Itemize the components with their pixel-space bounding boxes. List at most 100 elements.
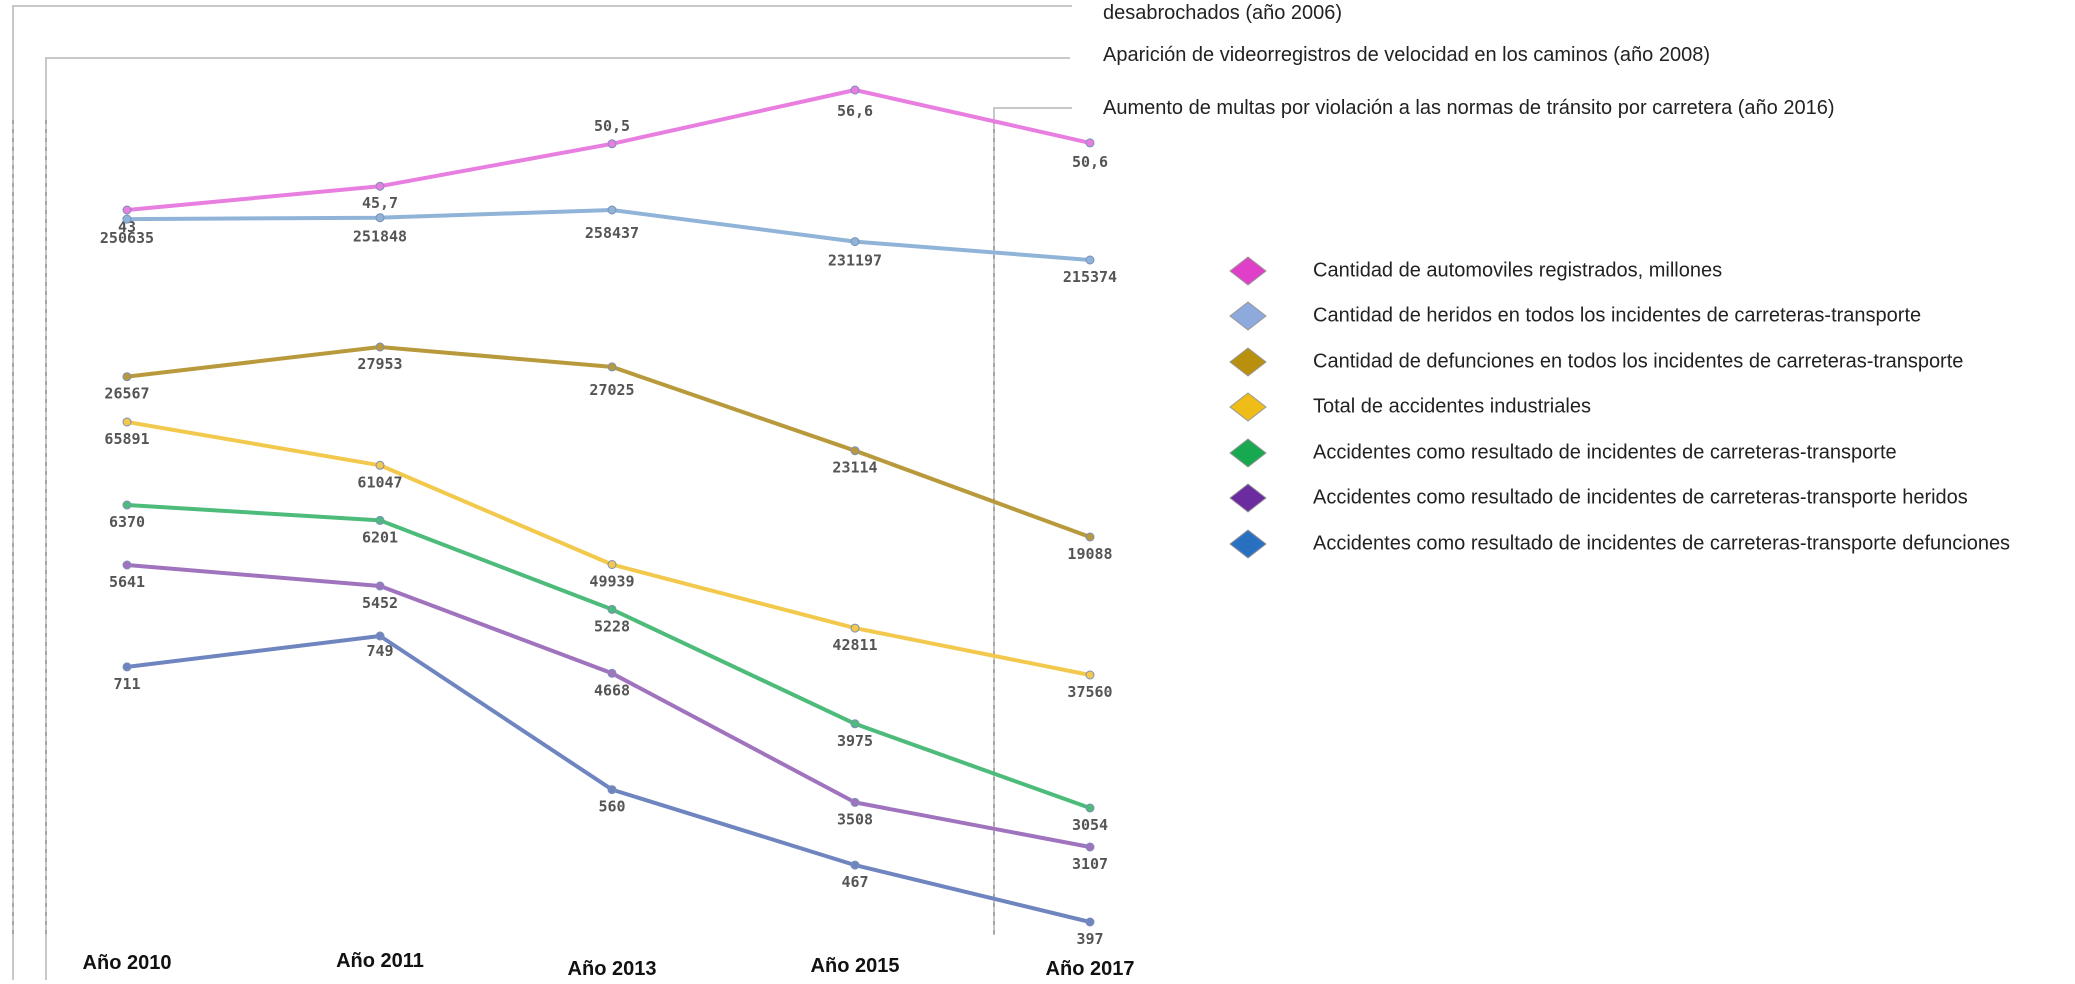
- annotation-line-2006: [12, 5, 1072, 980]
- data-point: [1085, 803, 1095, 813]
- data-label: 250635: [100, 229, 154, 247]
- data-point: [607, 785, 617, 795]
- x-tick-label: Año 2015: [810, 955, 900, 977]
- data-label: 26567: [104, 385, 149, 403]
- data-point: [607, 205, 617, 215]
- data-label: 6370: [109, 513, 145, 531]
- legend-label: Cantidad de automoviles registrados, mil…: [1313, 259, 1723, 282]
- legend-swatch: [1229, 301, 1267, 331]
- annotation-2016: Aumento de multas por violación a las no…: [1103, 97, 1835, 119]
- data-point: [607, 362, 617, 372]
- legend-label: Accidentes como resultado de incidentes …: [1313, 441, 1897, 464]
- x-tick-label: Año 2011: [336, 950, 424, 972]
- data-label: 467: [841, 873, 868, 891]
- data-point: [375, 581, 385, 591]
- legend-label: Accidentes como resultado de incidentes …: [1313, 532, 2011, 555]
- data-label: 27025: [589, 381, 634, 399]
- data-point: [850, 85, 860, 95]
- data-label: 258437: [585, 224, 639, 242]
- data-point: [122, 205, 132, 215]
- annotation-line-2008: [45, 57, 1070, 980]
- data-point: [850, 860, 860, 870]
- data-point: [1085, 842, 1095, 852]
- data-point: [850, 237, 860, 247]
- data-label: 5641: [109, 573, 145, 591]
- series-line-1: [126, 88, 1091, 212]
- legend-label: Cantidad de heridos en todos los inciden…: [1313, 304, 1922, 327]
- series-line-4: [126, 420, 1091, 677]
- legend-label: Accidentes como resultado de incidentes …: [1313, 486, 1968, 509]
- data-point: [850, 446, 860, 456]
- legend-swatch: [1229, 529, 1267, 559]
- annotation-line-2016: [993, 107, 1072, 935]
- legend-swatch: [1229, 256, 1267, 286]
- data-point: [850, 623, 860, 633]
- data-label: 560: [598, 798, 625, 816]
- line-chart: 43 45,7 50,5 56,6 50,6 250635 251848 258437 2311…: [12, 5, 1117, 980]
- series-line-3: [126, 345, 1091, 539]
- data-label: 3107: [1072, 855, 1108, 873]
- data-label: 711: [113, 675, 140, 693]
- data-label: 42811: [832, 636, 877, 654]
- x-tick-label: Año 2013: [567, 958, 657, 980]
- data-point: [1085, 532, 1095, 542]
- data-label: 749: [366, 642, 393, 660]
- data-point: [375, 631, 385, 641]
- x-tick-label: Año 2017: [1045, 958, 1135, 980]
- data-label: 251848: [353, 228, 407, 246]
- data-point: [375, 342, 385, 352]
- data-point: [607, 139, 617, 149]
- legend-label: Cantidad de defunciones en todos los inc…: [1313, 350, 1964, 373]
- data-label: 4668: [594, 681, 630, 699]
- data-label: 3975: [837, 732, 873, 750]
- data-label: 56,6: [837, 102, 873, 120]
- data-point: [1085, 138, 1095, 148]
- series-line-7: [126, 634, 1091, 924]
- data-point: [375, 515, 385, 525]
- data-label: 45,7: [362, 194, 398, 212]
- data-point: [850, 797, 860, 807]
- data-label: 50,5: [594, 117, 630, 135]
- data-point: [1085, 917, 1095, 927]
- data-point: [607, 560, 617, 569]
- data-label: 5228: [594, 617, 630, 635]
- data-label: 23114: [832, 459, 877, 477]
- data-label: 49939: [589, 573, 634, 591]
- annotation-2008: Aparición de videorregistros de velocida…: [1103, 44, 1711, 66]
- data-label: 3508: [837, 810, 873, 828]
- data-point: [122, 662, 132, 672]
- legend-swatch: [1229, 438, 1267, 468]
- data-point: [607, 604, 617, 614]
- data-label: 50,6: [1072, 153, 1108, 171]
- data-label: 215374: [1063, 268, 1117, 286]
- data-label: 397: [1076, 930, 1103, 948]
- series-line-5: [126, 503, 1091, 810]
- x-tick-label: Año 2010: [82, 952, 172, 974]
- data-label: 27953: [357, 355, 402, 373]
- data-point: [1085, 670, 1095, 680]
- legend-label: Total de accidentes industriales: [1313, 395, 1591, 418]
- data-point: [122, 417, 132, 427]
- data-label: 43: [118, 218, 136, 236]
- annotation-2006: desabrochados (año 2006): [1103, 2, 1343, 24]
- data-point: [122, 372, 132, 382]
- data-label: 61047: [357, 473, 402, 491]
- data-point: [122, 214, 132, 224]
- data-label: 5452: [362, 594, 398, 612]
- data-label: 37560: [1067, 683, 1112, 701]
- data-label: 231197: [828, 252, 882, 270]
- data-point: [375, 181, 385, 191]
- data-point: [607, 668, 617, 678]
- data-point: [375, 213, 385, 223]
- data-point: [375, 460, 385, 470]
- legend-swatch: [1229, 483, 1267, 513]
- legend-swatch: [1229, 347, 1267, 377]
- data-label: 65891: [104, 430, 149, 448]
- data-label: 6201: [362, 528, 398, 546]
- data-point: [850, 719, 860, 729]
- legend-swatch: [1229, 392, 1267, 422]
- data-label: 19088: [1067, 545, 1112, 563]
- data-point: [122, 560, 132, 570]
- data-point: [122, 500, 132, 510]
- data-label: 3054: [1072, 816, 1108, 834]
